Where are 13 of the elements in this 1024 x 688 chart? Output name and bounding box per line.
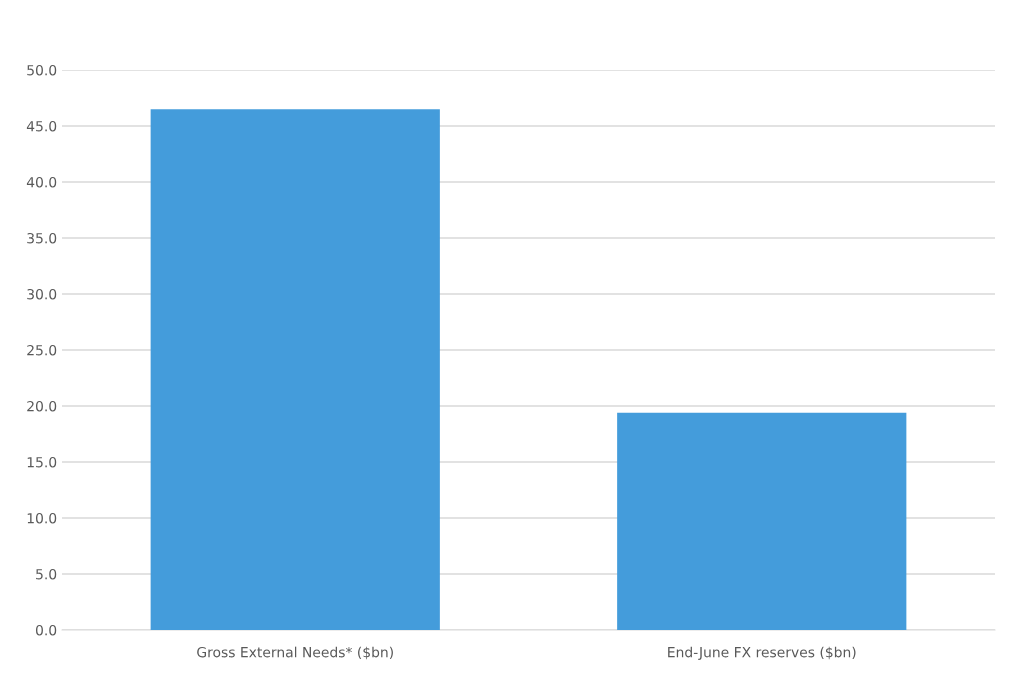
y-tick-label: 25.0 [27,344,57,356]
y-tick-label: 30.0 [27,288,57,300]
y-tick-label: 15.0 [27,456,57,468]
y-tick-label: 45.0 [26,120,57,132]
y-tick-label: 10.0 [27,512,57,524]
y-tick-label: 50.0 [27,64,57,76]
y-tick-label: 40.0 [26,176,57,188]
y-tick-label: 35.0 [27,232,57,244]
y-tick-label: 0.0 [35,624,57,636]
y-tick-label: 20.0 [27,400,57,412]
x-tick-label: Gross External Needs* ($bn) [197,646,393,660]
y-tick-label: 5.0 [36,568,57,580]
x-tick-label: End-June FX reserves ($bn) [668,646,856,660]
